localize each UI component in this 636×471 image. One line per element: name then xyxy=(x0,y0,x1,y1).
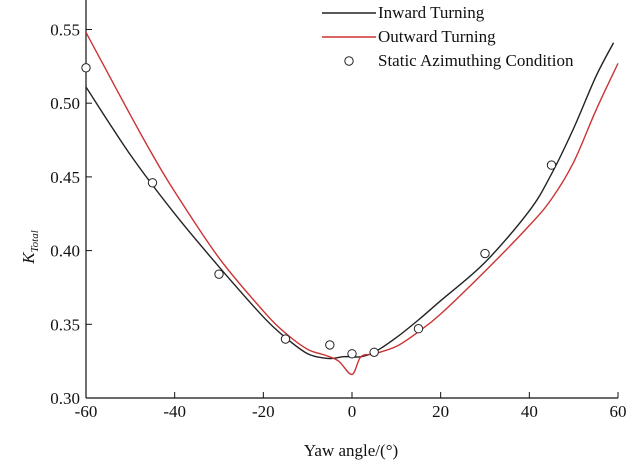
x-tick-label: -40 xyxy=(163,402,186,421)
y-tick-label: 0.40 xyxy=(50,242,80,261)
data-point-static-azimuthing-condition xyxy=(369,347,379,358)
data-point-static-azimuthing-condition xyxy=(325,340,335,350)
axis-ticks: -60 -40 -20 0 20 40 60 0.30 0.35 0.40 0.45 0.50 0.55 xyxy=(50,20,626,421)
x-axis-title: Yaw angle/(°) xyxy=(304,441,398,460)
series-line-outward-turning xyxy=(86,32,619,376)
x-tick-label: 40 xyxy=(521,402,538,421)
y-axis-title-sub: Total xyxy=(29,230,41,252)
x-tick-label: 60 xyxy=(610,402,627,421)
y-tick-label: 0.30 xyxy=(50,389,80,408)
data-point-static-azimuthing-condition xyxy=(480,248,490,259)
data-point-static-azimuthing-condition xyxy=(347,349,357,359)
data-point-static-azimuthing-condition xyxy=(147,178,158,188)
legend-label-static-azimuthing-condition: Static Azimuthing Condition xyxy=(378,51,574,70)
y-tick-label: 0.45 xyxy=(50,168,80,187)
series-layer xyxy=(81,32,619,376)
x-tick-label: -60 xyxy=(75,402,98,421)
x-tick-label: 0 xyxy=(348,402,357,421)
y-tick-label: 0.50 xyxy=(50,94,80,113)
legend: Inward Turning Outward Turning Static Azim… xyxy=(322,3,574,70)
data-point-static-azimuthing-condition xyxy=(280,334,291,344)
data-point-static-azimuthing-condition xyxy=(546,160,557,170)
legend-label-inward-turning: Inward Turning xyxy=(378,3,485,22)
series-line-inward-turning xyxy=(86,42,615,360)
y-tick-label: 0.55 xyxy=(50,20,80,39)
legend-label-outward-turning: Outward Turning xyxy=(378,27,496,46)
y-axis-title: KTotal xyxy=(19,230,41,265)
x-tick-label: -20 xyxy=(252,402,275,421)
legend-swatch-static-azimuthing-condition xyxy=(344,56,354,66)
data-point-static-azimuthing-condition xyxy=(413,324,424,334)
data-point-static-azimuthing-condition xyxy=(214,269,224,279)
data-point-static-azimuthing-condition xyxy=(81,63,91,73)
y-tick-label: 0.35 xyxy=(50,315,80,334)
y-axis-title-main: K xyxy=(19,251,38,265)
x-tick-label: 20 xyxy=(432,402,449,421)
